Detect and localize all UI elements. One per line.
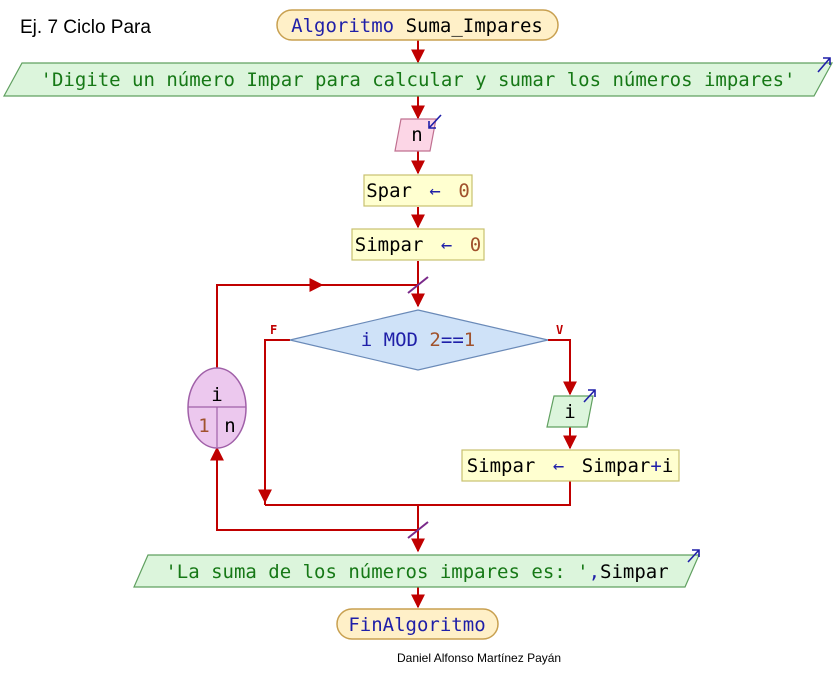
page-title: Ej. 7 Ciclo Para (20, 17, 151, 38)
write-result-node[interactable]: 'La suma de los números impares es: ',Si… (133, 549, 700, 588)
read-var: n (411, 124, 422, 146)
svg-text:i MOD 2==1: i MOD 2==1 (361, 329, 475, 351)
loop-to: n (224, 415, 235, 437)
svg-text:Algoritmo Suma_I: Algoritmo Suma_Impares (291, 15, 543, 37)
assign-simpar-var: Simpar (355, 234, 424, 256)
end-terminator[interactable]: FinAlgoritmo (336, 608, 499, 640)
loop-from: 1 (198, 415, 209, 437)
assign-spar-node[interactable]: Spar ← 0 (363, 174, 473, 207)
write-prompt-text: 'Digite un número Impar para calcular y … (41, 69, 796, 91)
algorithm-name: Suma_Impares (406, 15, 543, 37)
write-i-node[interactable]: i (546, 389, 596, 428)
assign-simpar-node[interactable]: Simpar ← 0 (351, 228, 485, 261)
true-branch-label: V (556, 323, 563, 337)
svg-text:Simpar ← Simpar+i: Simpar ← Simpar+i (467, 455, 674, 477)
svg-text:Spar ← 0: Spar ← 0 (366, 180, 470, 202)
loop-marker-bottom (407, 521, 429, 539)
loop-var: i (211, 384, 222, 406)
assign-sum-node[interactable]: Simpar ← Simpar+i (461, 449, 680, 482)
flow-lines (210, 40, 577, 609)
svg-text:'La suma de los números impare: 'La suma de los números impares es: ',Si… (165, 561, 668, 583)
loop-marker-top (407, 276, 429, 294)
author-credit: Daniel Alfonso Martínez Payán (397, 651, 561, 665)
for-loop-node[interactable]: i 1 n (187, 367, 247, 449)
write-result-text: 'La suma de los números impares es: ' (165, 561, 588, 583)
algorithm-keyword: Algoritmo (291, 15, 394, 37)
assign-spar-var: Spar (366, 180, 412, 202)
end-keyword: FinAlgoritmo (348, 614, 485, 636)
start-terminator[interactable]: Algoritmo Suma_Impares (276, 9, 559, 41)
false-branch-label: F (270, 323, 277, 337)
write-prompt-node[interactable]: 'Digite un número Impar para calcular y … (2, 57, 834, 97)
write-i-var: i (564, 401, 575, 423)
read-n-node[interactable]: n (394, 114, 442, 152)
svg-text:Simpar ← 0: Simpar ← 0 (355, 234, 481, 256)
decision-node[interactable]: i MOD 2==1 (289, 309, 549, 371)
